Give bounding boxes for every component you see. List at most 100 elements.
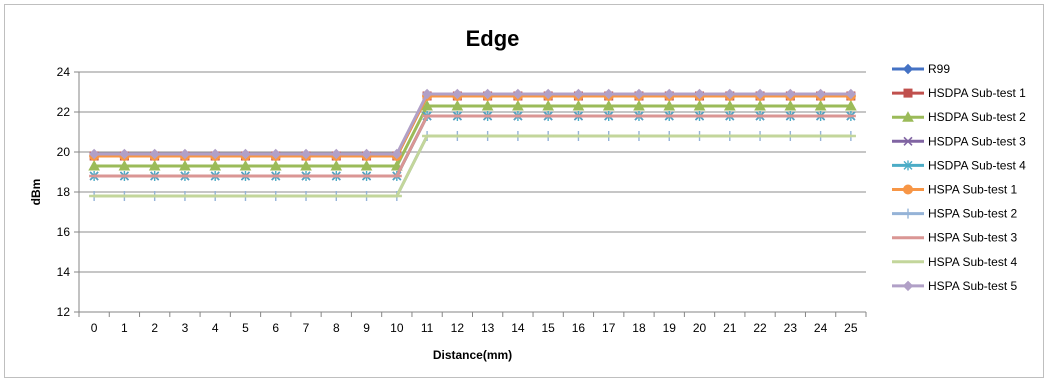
- data-point: [331, 148, 342, 160]
- data-point: [88, 148, 100, 160]
- series-3: [88, 99, 857, 171]
- gridlines: [79, 71, 866, 273]
- data-point: [815, 88, 826, 100]
- y-tick-label: 14: [57, 265, 71, 279]
- legend-item: R99: [892, 62, 950, 76]
- legend-item: HSDPA Sub-test 1: [892, 86, 1026, 100]
- y-axis-title: dBm: [29, 179, 43, 206]
- data-point: [88, 159, 100, 171]
- chart-title: Edge: [466, 26, 520, 51]
- x-tick-label: 3: [182, 321, 189, 335]
- legend-label: R99: [928, 62, 950, 76]
- data-point: [179, 159, 191, 171]
- legend-item: HSPA Sub-test 2: [892, 207, 1017, 221]
- x-tick-label: 22: [753, 321, 767, 335]
- x-tick-label: 6: [272, 321, 279, 335]
- data-point: [391, 148, 403, 160]
- data-point: [633, 99, 645, 111]
- data-point: [451, 99, 464, 111]
- series-2: [89, 91, 856, 161]
- series-line: [94, 92, 851, 156]
- y-axis-ticks: 12 14 16 18 20 22 24: [57, 65, 79, 319]
- data-point: [118, 159, 131, 171]
- x-tick-label: 12: [451, 321, 465, 335]
- data-point: [754, 88, 766, 100]
- legend-swatch-marker: [903, 184, 913, 195]
- x-axis-title: Distance(mm): [433, 348, 512, 362]
- data-point: [360, 159, 373, 171]
- legend-item: HSDPA Sub-test 3: [892, 134, 1026, 148]
- data-point: [572, 99, 585, 111]
- legend-item: HSPA Sub-test 5: [892, 279, 1017, 293]
- y-tick-label: 12: [57, 305, 71, 319]
- data-point: [361, 148, 372, 160]
- data-point: [330, 159, 343, 171]
- data-point: [724, 88, 735, 100]
- legend-label: HSDPA Sub-test 4: [928, 158, 1026, 172]
- legend-swatch-marker: [902, 63, 914, 75]
- x-tick-label: 15: [541, 321, 555, 335]
- data-point: [421, 88, 433, 100]
- data-point: [209, 159, 222, 171]
- legend-swatch-marker: [902, 111, 914, 122]
- y-tick-label: 20: [57, 145, 71, 159]
- legend-item: HSPA Sub-test 3: [892, 231, 1017, 245]
- data-point: [785, 88, 796, 100]
- series-line: [94, 134, 851, 198]
- legend-label: HSPA Sub-test 4: [928, 255, 1017, 269]
- series-line: [94, 104, 851, 168]
- series-9: [89, 134, 856, 198]
- data-point: [270, 148, 281, 160]
- x-tick-label: 24: [814, 321, 828, 335]
- legend-item: HSDPA Sub-test 4: [892, 158, 1026, 172]
- data-point: [210, 148, 221, 160]
- x-tick-label: 13: [481, 321, 495, 335]
- x-tick-label: 25: [844, 321, 858, 335]
- data-point: [845, 99, 857, 111]
- legend-label: HSPA Sub-test 3: [928, 231, 1017, 245]
- x-tick-label: 19: [663, 321, 677, 335]
- legend-swatch-marker: [903, 136, 913, 146]
- legend-label: HSPA Sub-test 5: [928, 279, 1017, 293]
- data-point: [664, 88, 675, 100]
- legend-label: HSDPA Sub-test 2: [928, 110, 1026, 124]
- data-point: [633, 88, 645, 100]
- x-tick-label: 23: [784, 321, 798, 335]
- x-axis-ticks: 0 1 2 3 4 5 6 7 8 9 10 11 12 13 14 15 16 17 18 19 20 21 22 23 24…: [78, 312, 867, 335]
- x-tick-label: 1: [121, 321, 128, 335]
- data-point: [694, 88, 705, 100]
- series-line: [94, 114, 851, 178]
- legend-label: HSPA Sub-test 2: [928, 207, 1017, 221]
- legend-item: HSPA Sub-test 4: [892, 255, 1017, 269]
- y-tick-label: 16: [57, 225, 71, 239]
- data-point: [512, 88, 524, 100]
- series-10: [88, 88, 857, 160]
- x-tick-label: 16: [572, 321, 586, 335]
- series-8: [89, 114, 856, 178]
- data-point: [300, 159, 312, 171]
- series-layer: [88, 88, 857, 201]
- series-4: [89, 111, 856, 181]
- data-point: [452, 88, 463, 100]
- x-tick-label: 21: [723, 321, 737, 335]
- y-tick-label: 18: [57, 185, 71, 199]
- data-point: [421, 99, 433, 111]
- data-point: [814, 99, 827, 111]
- legend-item: HSPA Sub-test 1: [892, 183, 1017, 197]
- data-point: [845, 88, 857, 100]
- chart-area: [4, 4, 1044, 378]
- legend-swatch-marker: [902, 280, 914, 292]
- data-point: [784, 99, 797, 111]
- x-tick-label: 8: [333, 321, 340, 335]
- legend-swatch-marker: [903, 160, 913, 171]
- y-tick-label: 24: [57, 65, 71, 79]
- x-tick-label: 2: [151, 321, 158, 335]
- x-tick-label: 14: [511, 321, 525, 335]
- data-point: [573, 88, 584, 100]
- data-point: [663, 99, 676, 111]
- series-5: [89, 111, 856, 181]
- legend: R99 HSDPA Sub-test 1 HSDPA Sub-test 2 HSDPA…: [892, 62, 1026, 293]
- legend-label: HSDPA Sub-test 1: [928, 86, 1026, 100]
- data-point: [512, 99, 524, 111]
